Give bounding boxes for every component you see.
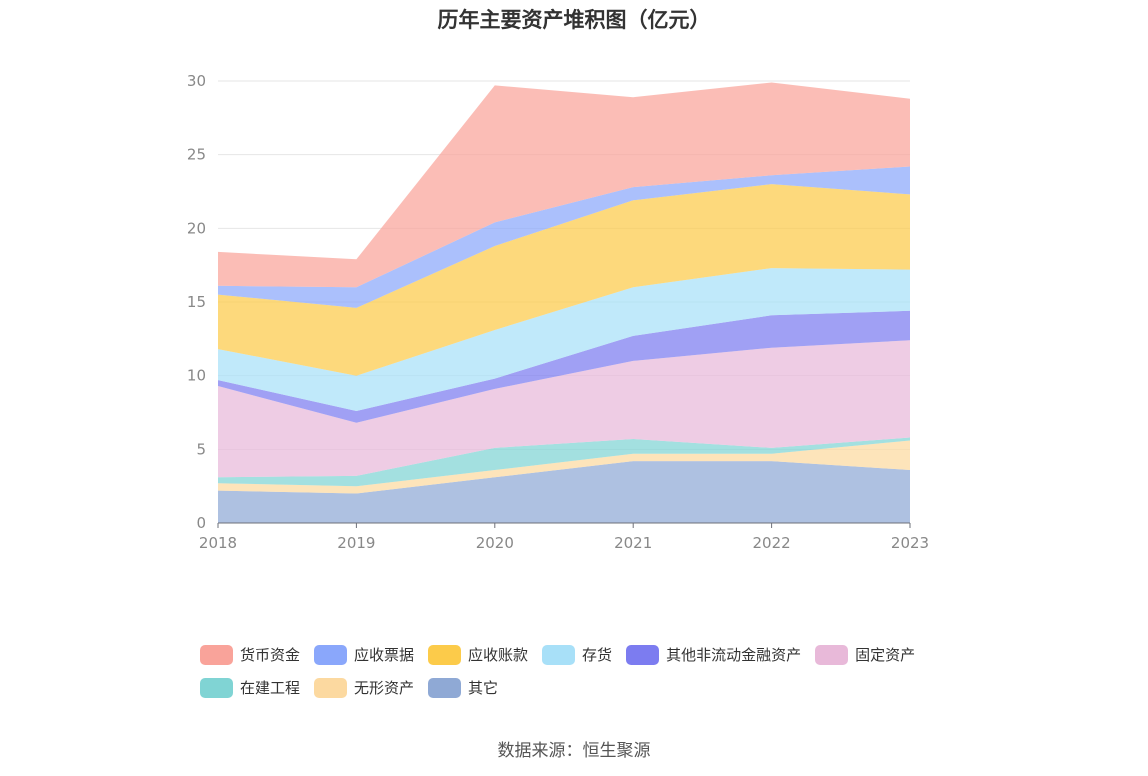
stacked-area-chart: 0 5 10 15 20 25 30 2018 2019 2020 2021 2022 2023 <box>187 72 929 552</box>
area-货币资金[interactable] <box>218 82 910 288</box>
y-tick-label: 30 <box>187 72 206 90</box>
legend-item[interactable]: 应收票据 <box>314 638 414 671</box>
legend-label: 货币资金 <box>240 646 301 664</box>
x-tick-label: 2023 <box>891 534 929 552</box>
legend-item[interactable]: 固定资产 <box>815 638 915 671</box>
legend-item[interactable]: 其他非流动金融资产 <box>626 638 801 671</box>
area-存货[interactable] <box>218 268 910 411</box>
legend-item[interactable]: 在建工程 <box>200 671 300 704</box>
legend-swatch <box>314 677 348 698</box>
legend-item[interactable]: 存货 <box>542 638 612 671</box>
area-固定资产[interactable] <box>218 340 910 478</box>
x-tick-label: 2018 <box>199 534 237 552</box>
legend-swatch <box>428 677 462 698</box>
legend-swatch <box>815 644 849 665</box>
legend-label: 其他非流动金融资产 <box>666 646 802 664</box>
legend-item[interactable]: 其它 <box>428 671 498 704</box>
legend-label: 应收票据 <box>354 646 415 664</box>
legend-item[interactable]: 应收账款 <box>428 638 528 671</box>
legend-item[interactable]: 无形资产 <box>314 671 414 704</box>
source-note: 数据来源：恒生聚源 <box>497 741 651 761</box>
area-series <box>218 82 910 523</box>
y-tick-label: 20 <box>187 219 206 237</box>
legend-swatch <box>542 644 576 665</box>
x-tick-label: 2019 <box>337 534 375 552</box>
legend-swatch <box>314 644 348 665</box>
chart-title: 历年主要资产堆积图（亿元） <box>437 8 711 32</box>
x-tick-label: 2020 <box>476 534 514 552</box>
area-其它[interactable] <box>218 461 910 523</box>
legend-swatch <box>200 644 233 665</box>
y-tick-label: 5 <box>196 440 206 458</box>
legend-label: 在建工程 <box>240 679 301 697</box>
legend-label: 固定资产 <box>855 646 916 664</box>
legend: 货币资金 应收票据 应收账款 存货 其他非流动金融资产 固定资产在建工程 无形资产 其它 <box>200 638 980 704</box>
legend-swatch <box>428 644 462 665</box>
legend-label: 其它 <box>468 679 499 697</box>
area-应收票据[interactable] <box>218 166 910 308</box>
x-tick-label: 2021 <box>614 534 652 552</box>
y-tick-label: 25 <box>187 146 206 164</box>
legend-item[interactable]: 货币资金 <box>200 638 300 671</box>
legend-swatch <box>200 677 233 698</box>
area-无形资产[interactable] <box>218 440 910 494</box>
legend-label: 应收账款 <box>468 646 529 664</box>
legend-label: 无形资产 <box>354 679 415 697</box>
y-tick-label: 0 <box>196 514 206 532</box>
legend-label: 存货 <box>582 646 613 664</box>
y-tick-label: 10 <box>187 367 206 385</box>
legend-swatch <box>626 644 660 665</box>
area-应收账款[interactable] <box>218 184 910 376</box>
y-tick-label: 15 <box>187 293 206 311</box>
axes: 0 5 10 15 20 25 30 2018 2019 2020 2021 2022 2023 <box>187 72 929 552</box>
x-tick-label: 2022 <box>753 534 791 552</box>
area-其他非流动金融资产[interactable] <box>218 310 910 423</box>
area-在建工程[interactable] <box>218 437 910 487</box>
